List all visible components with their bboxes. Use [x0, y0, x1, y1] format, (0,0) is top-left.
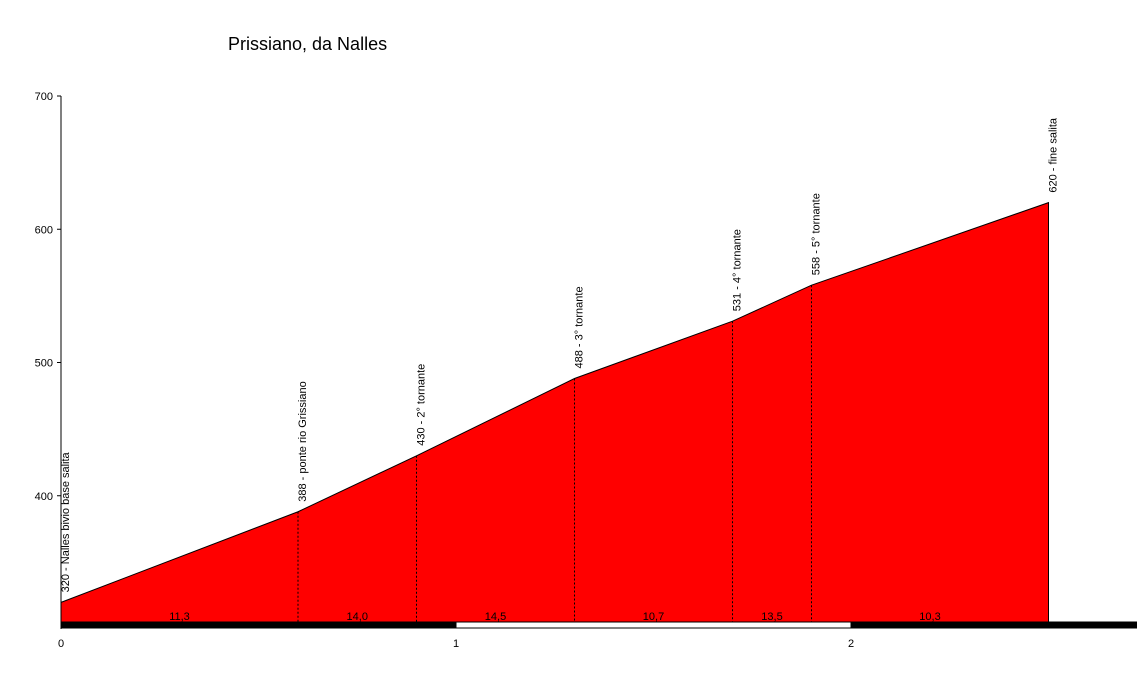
segment-grade-label: 14,0 [347, 611, 368, 623]
elevation-area [60, 201, 1049, 623]
x-tick-label: 1 [453, 638, 459, 650]
waypoint-label: 320 - Nalles bivio base salita [60, 451, 72, 592]
segment-grade-label: 11,3 [169, 611, 190, 623]
waypoint-label: 388 - ponte rio Grissiano [297, 381, 309, 501]
x-tick-label: 0 [58, 638, 64, 650]
x-axis-segment [60, 621, 457, 629]
elevation-fill [60, 201, 1049, 623]
y-tick-label: 400 [35, 491, 53, 503]
x-axis: 0 1 2 [58, 621, 1137, 650]
waypoint-dividers [297, 285, 812, 622]
waypoint-label: 488 - 3° tornante [574, 286, 586, 368]
segment-grade-label: 10,3 [919, 611, 940, 623]
x-axis-segment [850, 621, 1137, 629]
waypoint-label: 531 - 4° tornante [732, 229, 744, 311]
segment-grade-label: 13,5 [761, 611, 782, 623]
y-tick-label: 700 [35, 91, 53, 103]
waypoint-labels: 320 - Nalles bivio base salita 388 - pont… [60, 117, 1060, 592]
chart-title: Prissiano, da Nalles [228, 34, 388, 54]
y-tick-label: 500 [35, 358, 53, 370]
x-axis-segment [455, 621, 852, 629]
y-axis: 400 500 600 700 [35, 91, 62, 629]
x-tick-label: 2 [848, 638, 854, 650]
segment-grade-label: 10,7 [643, 611, 664, 623]
segment-grade-labels: 11,3 14,0 14,5 10,7 13,5 10,3 [169, 611, 941, 623]
y-tick-label: 600 [35, 224, 53, 236]
waypoint-label: 430 - 2° tornante [416, 364, 428, 446]
waypoint-label: 620 - fine salita [1048, 117, 1060, 192]
waypoint-label: 558 - 5° tornante [811, 193, 823, 275]
segment-grade-label: 14,5 [485, 611, 506, 623]
